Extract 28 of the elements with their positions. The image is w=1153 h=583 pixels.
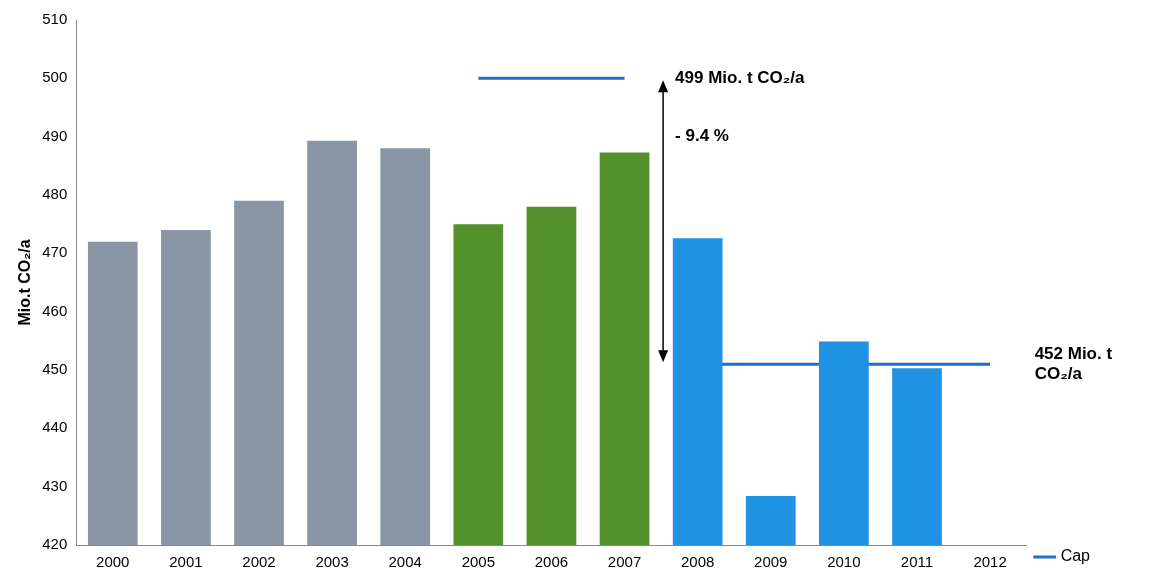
x-tick-label: 2002 [242, 553, 276, 571]
y-tick-label: 470 [42, 243, 68, 261]
x-tick-label: 2008 [680, 553, 715, 571]
y-tick-label: 430 [42, 476, 68, 494]
x-tick-label: 2001 [169, 553, 203, 571]
annotation: - 9.4 % [675, 126, 729, 146]
annotation: 499 Mio. t CO₂/a [675, 68, 806, 88]
text: 452 Mio. t CO₂/a [1034, 343, 1113, 383]
y-tick-label: 490 [42, 126, 68, 144]
x-tick-label: 2009 [754, 553, 788, 571]
y-tick-label: 510 [42, 10, 68, 28]
x-tick-label: 2005 [461, 553, 496, 571]
x-tick-label: 2000 [96, 553, 130, 571]
legend-label: Cap [1060, 547, 1091, 565]
y-tick-label: 440 [42, 418, 68, 436]
y-tick-label: 480 [42, 185, 68, 203]
y-axis-title: Mio.t CO₂/a [16, 239, 34, 326]
x-tick-label: 2012 [973, 553, 1007, 571]
x-tick-label: 2003 [315, 553, 349, 571]
x-tick-label: 2010 [827, 553, 861, 571]
y-tick-label: 420 [42, 535, 68, 553]
x-tick-label: 2004 [388, 553, 422, 571]
y-tick-label: 500 [42, 68, 68, 86]
x-tick-label: 2011 [900, 553, 934, 571]
y-tick-label: 450 [42, 360, 68, 378]
y-tick-label: 460 [42, 301, 68, 319]
x-tick-label: 2007 [607, 553, 642, 571]
x-tick-label: 2006 [534, 553, 569, 571]
